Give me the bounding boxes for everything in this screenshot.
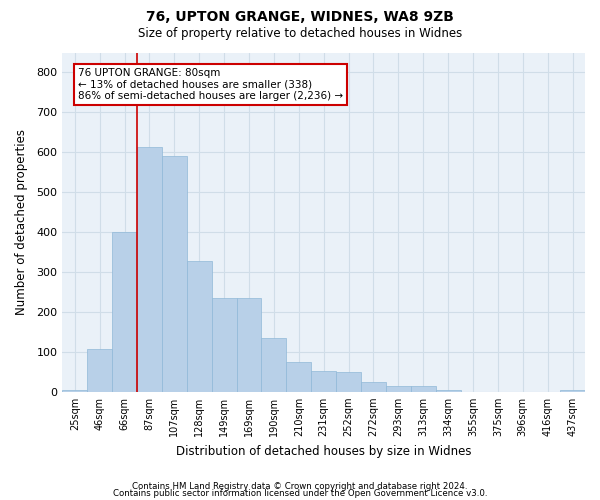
Bar: [361, 382, 386, 392]
Bar: [187, 261, 212, 392]
Text: Size of property relative to detached houses in Widnes: Size of property relative to detached ho…: [138, 28, 462, 40]
Bar: [336, 372, 361, 392]
Text: 76 UPTON GRANGE: 80sqm
← 13% of detached houses are smaller (338)
86% of semi-de: 76 UPTON GRANGE: 80sqm ← 13% of detached…: [78, 68, 343, 101]
Bar: [311, 371, 336, 392]
Bar: [62, 390, 87, 392]
Bar: [286, 362, 311, 392]
Bar: [162, 156, 187, 392]
Bar: [212, 298, 236, 392]
Bar: [436, 390, 461, 392]
Bar: [411, 386, 436, 392]
Bar: [236, 298, 262, 392]
Bar: [560, 390, 585, 392]
Text: Contains public sector information licensed under the Open Government Licence v3: Contains public sector information licen…: [113, 490, 487, 498]
Text: Contains HM Land Registry data © Crown copyright and database right 2024.: Contains HM Land Registry data © Crown c…: [132, 482, 468, 491]
Bar: [137, 146, 162, 392]
Text: 76, UPTON GRANGE, WIDNES, WA8 9ZB: 76, UPTON GRANGE, WIDNES, WA8 9ZB: [146, 10, 454, 24]
Bar: [262, 338, 286, 392]
X-axis label: Distribution of detached houses by size in Widnes: Distribution of detached houses by size …: [176, 444, 472, 458]
Bar: [386, 386, 411, 392]
Y-axis label: Number of detached properties: Number of detached properties: [15, 129, 28, 315]
Bar: [112, 232, 137, 392]
Bar: [87, 349, 112, 392]
